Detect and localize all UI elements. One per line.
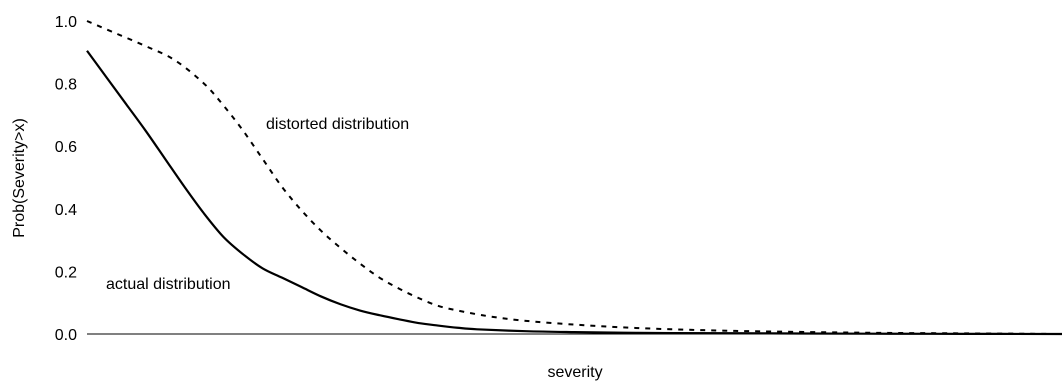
y-tick-label: 0.0	[55, 327, 77, 344]
y-tick-label: 0.4	[55, 202, 77, 219]
distorted-distribution-line	[86, 20, 1063, 335]
y-axis-ticks: 0.0 0.2 0.4 0.6 0.8 1.0	[55, 14, 77, 344]
y-tick-label: 0.8	[55, 77, 77, 94]
y-tick-label: 1.0	[55, 14, 77, 31]
x-axis-title: severity	[547, 364, 602, 381]
actual-distribution-line	[86, 50, 1063, 336]
y-tick-label: 0.2	[55, 264, 77, 281]
actual-distribution-label: actual distribution	[106, 276, 231, 293]
y-axis-title: Prob(Severity>x)	[11, 118, 28, 238]
y-tick-label: 0.6	[55, 139, 77, 156]
distorted-distribution-label: distorted distribution	[266, 116, 409, 133]
